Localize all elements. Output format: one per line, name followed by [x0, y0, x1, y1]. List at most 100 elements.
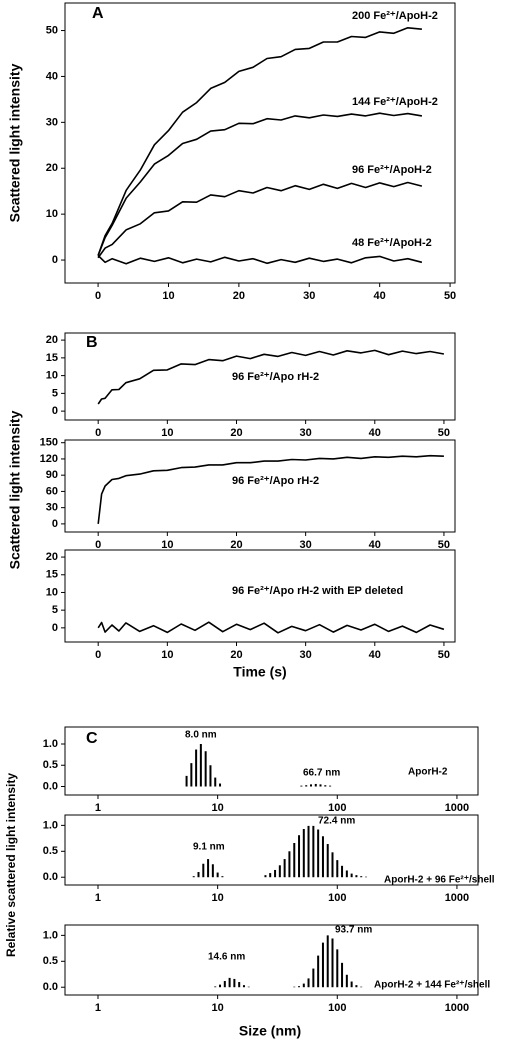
plot-frame [64, 814, 479, 886]
x-axis-label: Time (s) [233, 664, 286, 680]
annotation: 8.0 nm [185, 730, 217, 741]
x-tick-label: 40 [374, 290, 386, 302]
bar [355, 875, 358, 878]
x-tick-label: 10 [162, 290, 174, 302]
bar [185, 775, 188, 787]
bar [209, 765, 212, 787]
bar [214, 986, 217, 988]
y-tick-label: 1.0 [43, 819, 58, 831]
bar [293, 843, 296, 878]
panel-label: A [92, 5, 104, 22]
y-tick-label: 20 [46, 551, 58, 563]
bar [345, 870, 348, 878]
y-tick-label: 0.5 [43, 845, 58, 857]
bar [326, 935, 329, 988]
y-tick-label: 15 [46, 569, 58, 581]
y-tick-label: 0.5 [43, 955, 58, 967]
bar [341, 962, 344, 988]
bar [302, 983, 305, 988]
plot-frame [64, 439, 456, 533]
bar [223, 981, 226, 988]
panel-label: C [86, 730, 98, 747]
bar [350, 873, 353, 878]
panel-label: B [86, 334, 98, 351]
trace-line [97, 454, 444, 524]
bar [199, 744, 202, 787]
x-tick-label: 50 [438, 649, 450, 661]
x-tick-label: 10 [212, 802, 224, 814]
bar [238, 982, 241, 988]
x-tick-label: 40 [369, 539, 381, 551]
trace-line [97, 181, 423, 259]
series-label: 144 Fe²⁺/ApoH-2 [352, 96, 438, 108]
bar [293, 986, 296, 988]
trace-line [97, 112, 423, 256]
x-tick-label: 1 [95, 1002, 101, 1014]
bar [190, 763, 193, 787]
bar [228, 977, 231, 988]
y-tick-label: 60 [46, 485, 58, 497]
bar [324, 785, 327, 787]
bar [309, 784, 312, 787]
annotation: 9.1 nm [193, 842, 225, 853]
bar [319, 784, 322, 787]
plot-frame [64, 549, 456, 643]
x-tick-label: 20 [230, 539, 242, 551]
bar [219, 783, 222, 787]
bar [214, 777, 217, 787]
x-tick-label: 20 [233, 290, 245, 302]
x-tick-label: 10 [161, 649, 173, 661]
trace-line [97, 27, 422, 256]
x-tick-label: 40 [369, 649, 381, 661]
x-tick-label: 100 [328, 802, 346, 814]
y-tick-label: 0.5 [43, 759, 58, 771]
annotation: 72.4 nm [318, 816, 355, 827]
series-label: 96 Fe²⁺/Apo rH-2 [232, 475, 319, 487]
bar [336, 949, 339, 988]
bar [197, 872, 200, 878]
annotation: AporH-2 + 96 Fe²⁺/shell [384, 875, 495, 886]
x-tick-label: 20 [230, 649, 242, 661]
y-tick-label: 10 [46, 586, 58, 598]
bar [269, 873, 272, 878]
bar [341, 865, 344, 878]
y-tick-label: 90 [46, 469, 58, 481]
x-tick-label: 1 [95, 802, 101, 814]
bar [300, 785, 303, 787]
bar [278, 865, 281, 878]
bar [321, 942, 324, 988]
series-label: 200 Fe²⁺/ApoH-2 [352, 10, 438, 22]
y-tick-label: 0.0 [43, 981, 58, 993]
annotation: 93.7 nm [335, 925, 372, 936]
bar [283, 859, 286, 878]
bar [317, 829, 320, 878]
x-tick-label: 40 [369, 427, 381, 439]
x-tick-label: 10 [161, 539, 173, 551]
x-tick-label: 20 [230, 427, 242, 439]
bar [195, 749, 198, 787]
y-tick-label: 40 [46, 70, 58, 82]
y-tick-label: 0 [52, 518, 58, 530]
x-axis-label: Size (nm) [239, 1023, 301, 1039]
bar [365, 876, 368, 878]
bar [360, 876, 363, 878]
bar [312, 825, 315, 878]
plot-frame [64, 726, 479, 796]
bar [288, 851, 291, 878]
x-tick-label: 10 [212, 1002, 224, 1014]
bar [305, 785, 308, 787]
bar [331, 938, 334, 988]
y-tick-label: 30 [46, 116, 58, 128]
bar [298, 835, 301, 878]
bar [242, 985, 245, 988]
bar [307, 978, 310, 988]
y-tick-label: 50 [46, 24, 58, 36]
bar [219, 984, 222, 988]
trace-line [97, 621, 445, 634]
bar [314, 783, 317, 787]
bar [264, 875, 267, 878]
x-tick-label: 0 [95, 427, 101, 439]
x-tick-label: 0 [95, 649, 101, 661]
y-axis-label: Relative scattered light intensity [4, 773, 18, 957]
